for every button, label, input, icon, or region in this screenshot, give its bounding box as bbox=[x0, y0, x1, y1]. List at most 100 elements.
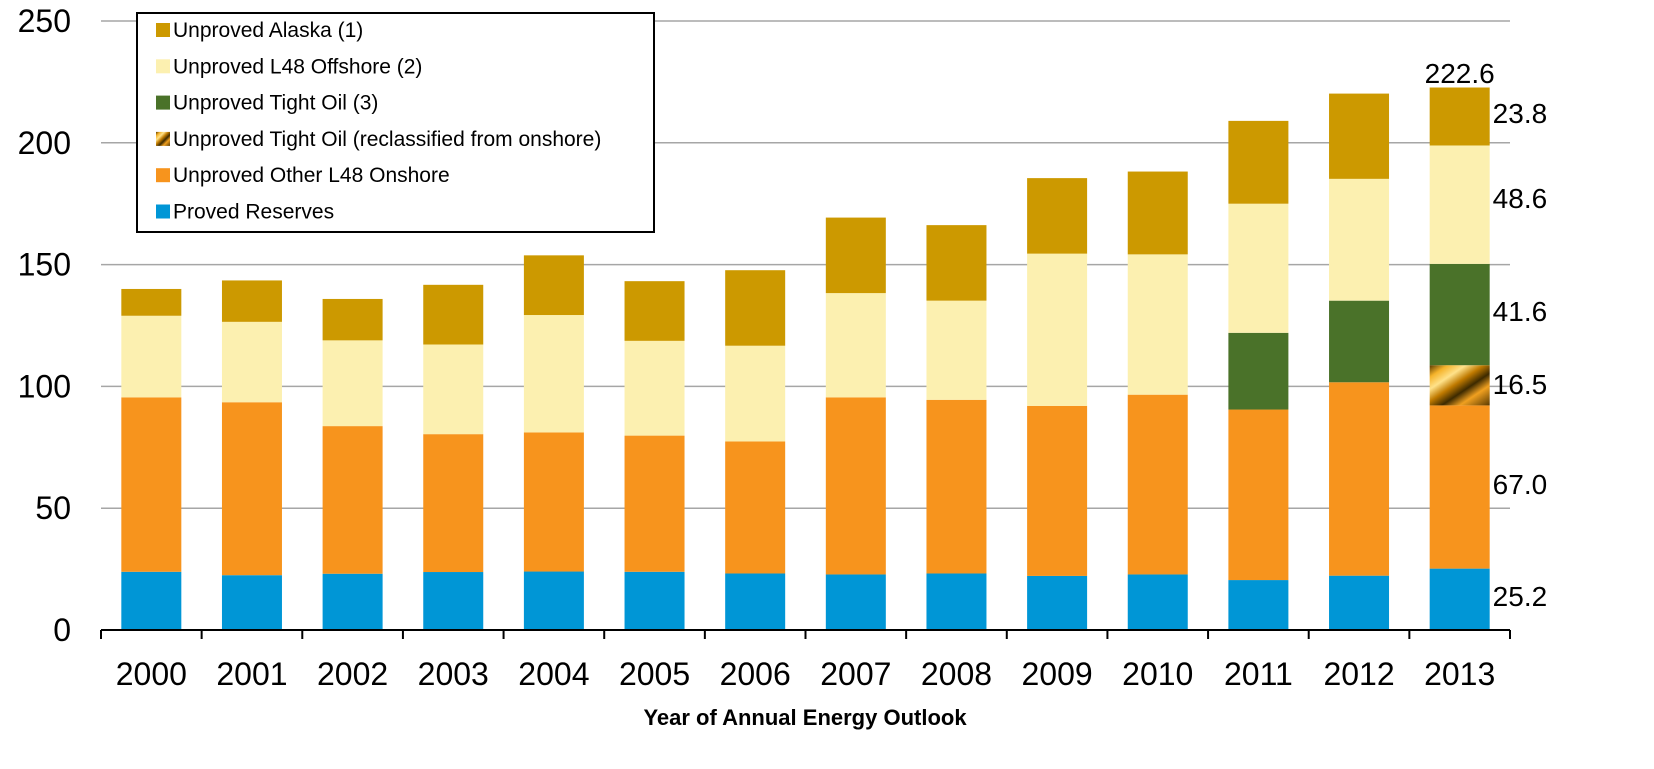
bar-segment bbox=[1429, 405, 1490, 569]
bar-segment bbox=[423, 434, 484, 573]
bar-segment bbox=[1127, 254, 1188, 395]
y-tick-label: 250 bbox=[18, 3, 71, 39]
bar-segment bbox=[322, 340, 383, 427]
bar-segment bbox=[121, 288, 182, 316]
bar-segment bbox=[624, 281, 685, 341]
y-tick-label: 100 bbox=[18, 368, 71, 404]
x-tick-label: 2007 bbox=[820, 656, 891, 692]
legend: Unproved Alaska (1) Unproved L48 Offshore… bbox=[136, 12, 655, 233]
bar-segment bbox=[725, 345, 786, 442]
x-tick-label: 2009 bbox=[1022, 656, 1093, 692]
bar-segment bbox=[523, 432, 584, 572]
bar-segment bbox=[121, 315, 182, 398]
bar-segment bbox=[1329, 382, 1390, 576]
x-tick-label: 2001 bbox=[216, 656, 287, 692]
bar-segment bbox=[221, 280, 282, 322]
data-labels: 25.2 67.0 16.5 41.6 48.6 23.8 222.6 bbox=[1425, 58, 1548, 612]
bar-segment bbox=[1027, 405, 1088, 576]
legend-swatch bbox=[156, 131, 170, 146]
bar-segment bbox=[926, 225, 987, 301]
segment-data-label: 41.6 bbox=[1493, 296, 1548, 327]
bar-segment bbox=[1027, 178, 1088, 254]
legend-box bbox=[136, 12, 655, 233]
legend-label: Proved Reserves bbox=[173, 201, 334, 224]
bar-segment bbox=[926, 300, 987, 400]
x-tick-label: 2010 bbox=[1122, 656, 1193, 692]
x-tick-label: 2002 bbox=[317, 656, 388, 692]
bar-segment bbox=[624, 571, 685, 630]
y-tick-label: 200 bbox=[18, 125, 71, 161]
bar-segment bbox=[322, 426, 383, 574]
bar-segment bbox=[1429, 87, 1490, 146]
bar-segment bbox=[1228, 580, 1289, 630]
bar-segment bbox=[825, 574, 886, 630]
bar-segment bbox=[825, 217, 886, 294]
x-tick-label: 2008 bbox=[921, 656, 992, 692]
bar-segment bbox=[725, 270, 786, 346]
y-tick-label: 150 bbox=[18, 247, 71, 283]
segment-data-label: 25.2 bbox=[1493, 581, 1548, 612]
bar-segment bbox=[1127, 574, 1188, 630]
total-data-label: 222.6 bbox=[1425, 58, 1495, 89]
bar-segment bbox=[423, 344, 484, 435]
bar-segment bbox=[1329, 93, 1390, 179]
bar-segment bbox=[1429, 263, 1490, 366]
legend-swatch bbox=[156, 204, 170, 219]
bar-segment bbox=[1429, 568, 1490, 630]
bar-segment bbox=[825, 397, 886, 575]
bar-segment bbox=[725, 441, 786, 574]
legend-label: Unproved Other L48 Onshore bbox=[173, 164, 450, 187]
bars bbox=[121, 87, 1490, 630]
bar-segment bbox=[322, 298, 383, 341]
legend-label: Unproved Tight Oil (3) bbox=[173, 92, 378, 115]
x-tick-label: 2013 bbox=[1424, 656, 1495, 692]
bar-segment bbox=[523, 571, 584, 630]
y-tick-label: 50 bbox=[35, 490, 71, 526]
legend-label: Unproved Alaska (1) bbox=[173, 19, 363, 42]
bar-segment bbox=[322, 573, 383, 630]
x-tick-label: 2011 bbox=[1224, 656, 1293, 692]
bar-segment bbox=[1228, 203, 1289, 333]
bar-segment bbox=[1228, 120, 1289, 204]
bar-segment bbox=[121, 397, 182, 572]
bar-segment bbox=[926, 573, 987, 630]
bar-segment bbox=[624, 340, 685, 436]
bar-segment bbox=[1329, 178, 1390, 301]
segment-data-label: 16.5 bbox=[1493, 369, 1548, 400]
bar-segment bbox=[1429, 145, 1490, 264]
legend-swatch bbox=[156, 23, 170, 37]
bar-segment bbox=[825, 293, 886, 398]
bar-segment bbox=[423, 572, 484, 630]
legend-swatch bbox=[156, 168, 170, 183]
segment-data-label: 67.0 bbox=[1493, 469, 1548, 500]
bar-segment bbox=[1027, 575, 1088, 630]
bar-segment bbox=[1329, 300, 1390, 383]
segment-data-label: 23.8 bbox=[1493, 98, 1548, 129]
bar-segment bbox=[523, 315, 584, 433]
legend-label: Unproved L48 Offshore (2) bbox=[173, 55, 422, 78]
bar-segment bbox=[221, 402, 282, 576]
bar-segment bbox=[926, 399, 987, 574]
x-axis-title: Year of Annual Energy Outlook bbox=[643, 705, 967, 730]
bar-segment bbox=[221, 575, 282, 630]
bar-segment bbox=[1027, 253, 1088, 406]
bar-segment bbox=[221, 321, 282, 403]
legend-swatch bbox=[156, 59, 170, 74]
x-tick-label: 2000 bbox=[116, 656, 187, 692]
segment-data-label: 48.6 bbox=[1493, 183, 1548, 214]
axes: 0 50 100 150 200 250 2000 2001 2002 2003 2004 2005 2… bbox=[18, 3, 1511, 692]
bar-segment bbox=[1127, 171, 1188, 255]
x-tick-label: 2003 bbox=[418, 656, 489, 692]
bar-segment bbox=[624, 435, 685, 572]
bar-segment bbox=[1127, 394, 1188, 575]
x-tick-label: 2012 bbox=[1323, 656, 1394, 692]
x-tick-label: 2006 bbox=[720, 656, 791, 692]
x-tick-label: 2004 bbox=[518, 656, 589, 692]
bar-segment bbox=[1329, 575, 1390, 630]
legend-label: Unproved Tight Oil (reclassified from on… bbox=[173, 128, 601, 151]
bar-segment bbox=[121, 571, 182, 630]
bar-segment bbox=[725, 573, 786, 630]
bar-segment bbox=[523, 255, 584, 316]
